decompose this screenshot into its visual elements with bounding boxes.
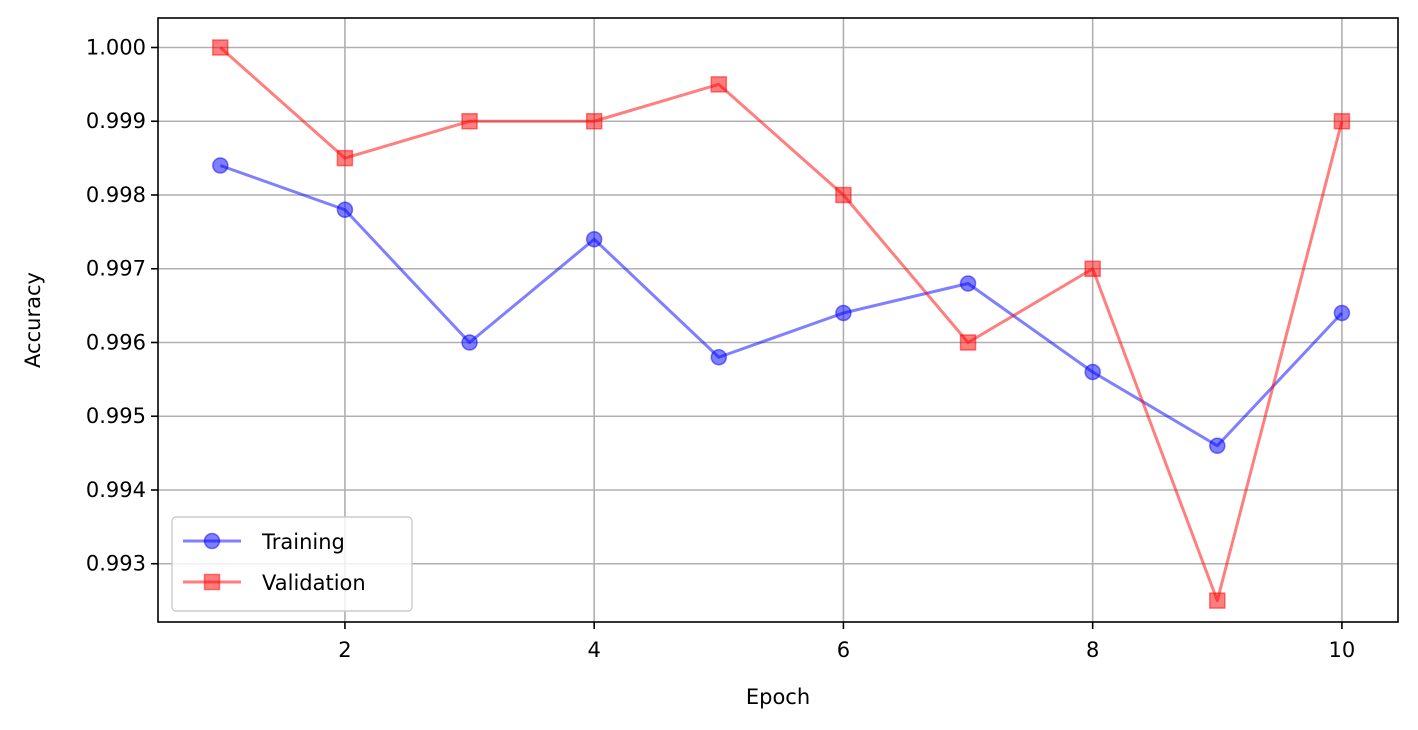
plot-area-frame <box>157 17 1399 623</box>
y-tick-label: 0.995 <box>86 404 146 428</box>
x-axis-label: Epoch <box>746 685 810 709</box>
x-tick-label: 10 <box>1329 638 1356 662</box>
training-point <box>710 348 728 366</box>
validation-point <box>585 112 603 130</box>
training-point <box>585 230 603 248</box>
validation-point <box>1209 592 1226 609</box>
training-point <box>1333 304 1351 322</box>
training-point <box>1084 363 1101 381</box>
validation-point <box>1084 260 1101 277</box>
validation-point <box>1333 112 1351 130</box>
x-tick-label: 2 <box>338 638 351 662</box>
series-layer <box>212 39 1351 609</box>
training-line <box>219 164 1344 448</box>
y-tick-label: 0.999 <box>86 109 146 133</box>
training-point <box>212 157 229 174</box>
validation-point <box>959 334 977 351</box>
y-tick-label: 1.000 <box>86 35 146 59</box>
validation-point <box>212 39 229 56</box>
axis-ticks: 2 4 6 8 10 0.993 0.994 0.995 0.996 0.997 0.998 0.99… <box>86 35 1355 662</box>
legend: Training Validation <box>171 516 413 612</box>
x-tick-label: 4 <box>587 638 600 662</box>
validation-line <box>219 46 1344 603</box>
training-point <box>336 201 354 218</box>
validation-series <box>212 39 1351 609</box>
y-axis-label: Accuracy <box>21 272 45 368</box>
training-point <box>1209 437 1226 454</box>
y-tick-label: 0.994 <box>86 478 146 502</box>
training-point <box>959 275 977 292</box>
y-tick-label: 0.993 <box>86 552 146 576</box>
y-tick-label: 0.997 <box>86 257 146 281</box>
validation-point <box>461 112 478 130</box>
validation-point <box>336 149 354 167</box>
y-tick-label: 0.996 <box>86 330 146 354</box>
validation-point <box>710 76 728 93</box>
training-point <box>461 334 478 351</box>
legend-validation-marker <box>203 573 221 591</box>
x-tick-label: 8 <box>1086 638 1099 662</box>
legend-training-marker <box>203 532 221 550</box>
y-tick-label: 0.998 <box>86 183 146 207</box>
validation-point <box>835 186 852 204</box>
training-series <box>212 157 1351 454</box>
x-tick-label: 6 <box>837 638 850 662</box>
training-point <box>835 304 852 322</box>
legend-validation-label: Validation <box>262 571 366 595</box>
legend-training-label: Training <box>261 530 345 554</box>
